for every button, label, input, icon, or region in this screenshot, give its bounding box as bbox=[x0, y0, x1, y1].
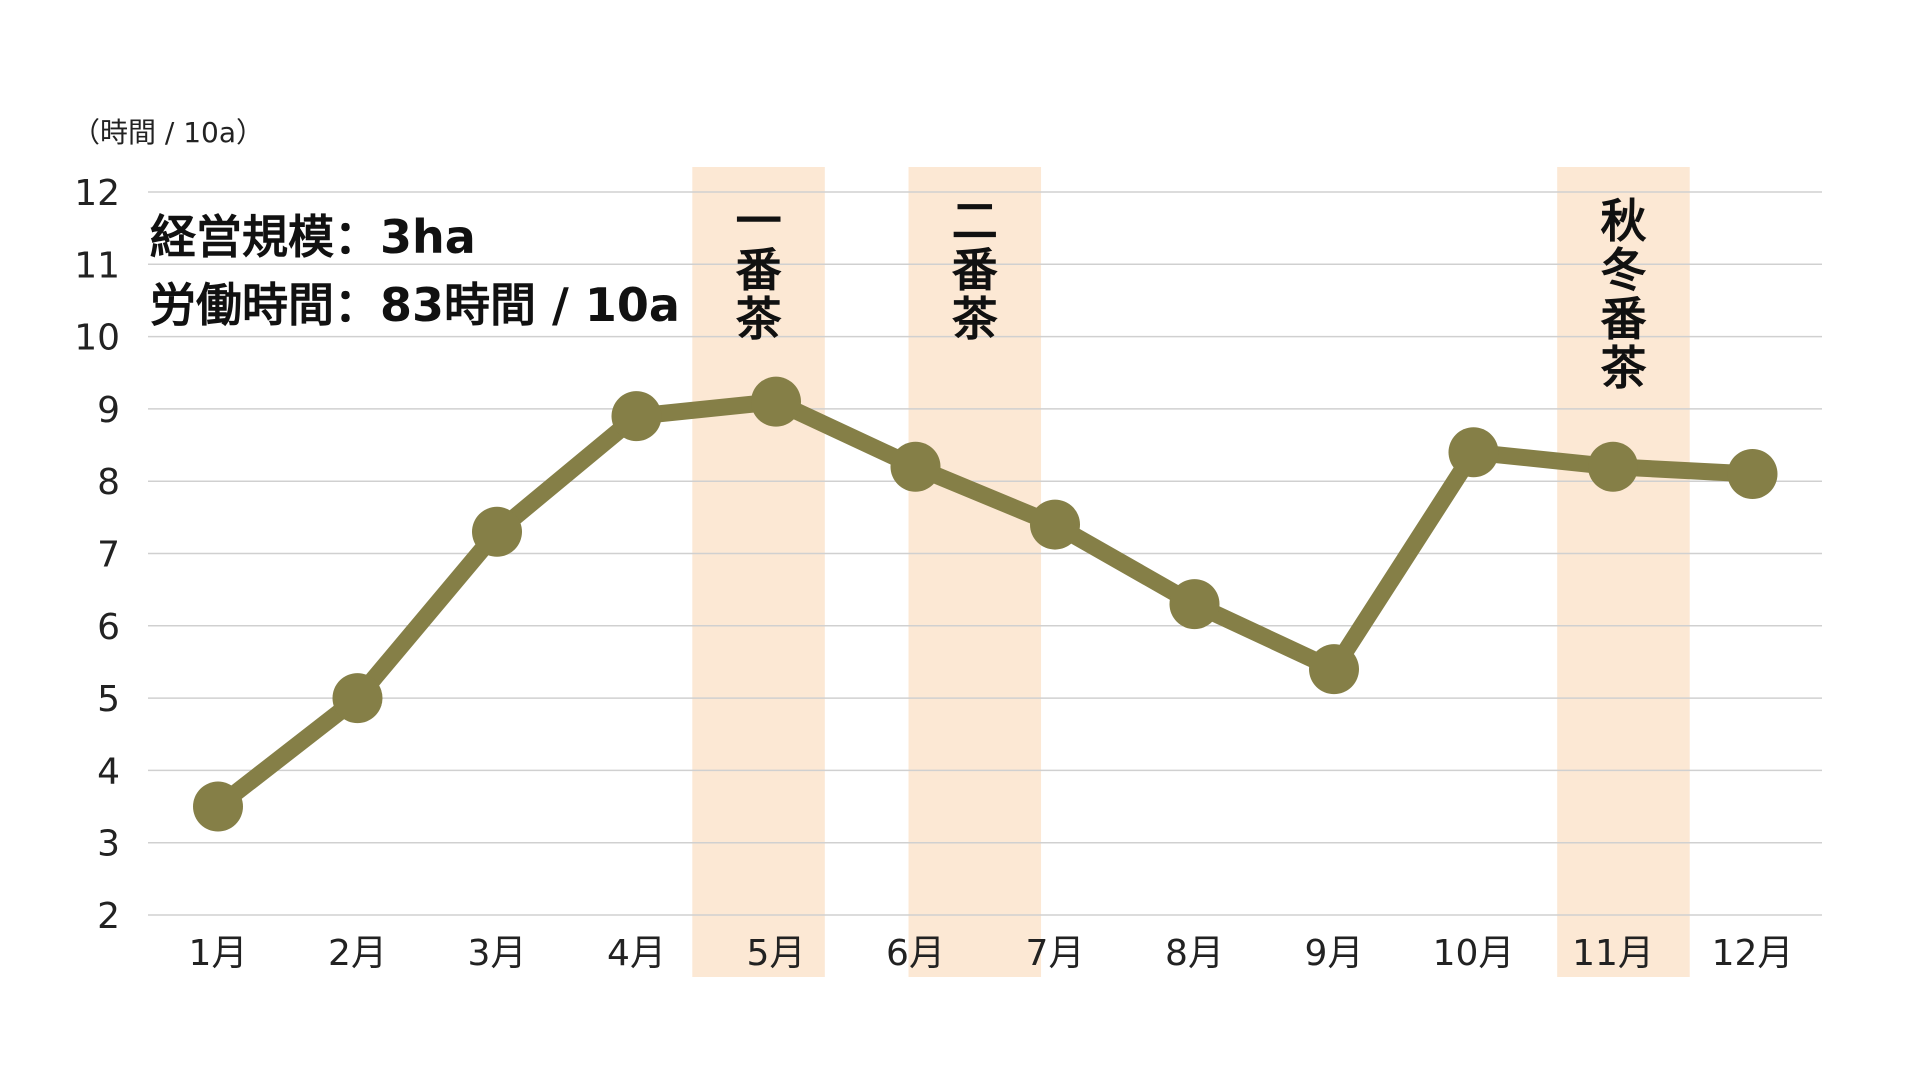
x-tick-label: 4月 bbox=[607, 933, 666, 974]
y-tick-label: 5 bbox=[97, 679, 120, 720]
y-tick-label: 12 bbox=[74, 173, 120, 214]
data-point bbox=[193, 781, 243, 832]
y-tick-label: 8 bbox=[97, 462, 120, 503]
x-axis-ticks: 1月 2月 3月 4月 5月 6月 7月 8月 9月 10月 11月 12月 bbox=[189, 933, 1794, 974]
y-tick-label: 9 bbox=[97, 390, 120, 431]
data-point bbox=[1588, 441, 1638, 492]
x-tick-label: 2月 bbox=[328, 933, 387, 974]
y-tick-label: 11 bbox=[74, 245, 120, 286]
farm-scale-label: 経営規模：3ha bbox=[150, 210, 476, 264]
x-tick-label: 10月 bbox=[1433, 933, 1515, 974]
data-point bbox=[751, 376, 801, 427]
data-point bbox=[611, 391, 662, 442]
season-label-3: 秋冬番茶 bbox=[1600, 194, 1647, 395]
x-tick-label: 7月 bbox=[1026, 933, 1085, 974]
x-tick-label: 12月 bbox=[1712, 933, 1794, 974]
data-point bbox=[1030, 499, 1080, 550]
data-point bbox=[332, 673, 383, 724]
y-tick-label: 10 bbox=[74, 318, 120, 359]
gridlines bbox=[148, 191, 1822, 916]
y-tick-label: 4 bbox=[97, 751, 120, 792]
y-axis-ticks: 2 3 4 5 6 7 8 9 10 11 12 bbox=[74, 173, 120, 937]
season-label-2: 二番茶 bbox=[952, 194, 999, 346]
data-point bbox=[1448, 427, 1499, 478]
x-tick-label: 6月 bbox=[886, 933, 945, 974]
x-tick-label: 3月 bbox=[468, 933, 527, 974]
x-tick-label: 1月 bbox=[189, 933, 248, 974]
y-tick-label: 7 bbox=[97, 535, 120, 576]
x-tick-label: 9月 bbox=[1305, 933, 1364, 974]
labor-time-label: 労働時間：83時間 / 10a bbox=[150, 278, 680, 332]
data-point bbox=[1309, 644, 1359, 695]
data-point bbox=[890, 441, 941, 492]
x-tick-label: 5月 bbox=[747, 933, 806, 974]
data-point bbox=[472, 506, 522, 557]
season-labels: 一番茶 二番茶 秋冬番茶 bbox=[736, 194, 1648, 395]
y-axis-unit-label: （時間 / 10a） bbox=[72, 116, 264, 149]
x-tick-label: 11月 bbox=[1572, 933, 1654, 974]
series-points bbox=[193, 376, 1778, 832]
data-point bbox=[1727, 448, 1778, 499]
y-tick-label: 6 bbox=[97, 607, 120, 648]
y-tick-label: 3 bbox=[97, 824, 120, 865]
season-label-1: 一番茶 bbox=[736, 194, 783, 346]
data-point bbox=[1169, 579, 1220, 630]
y-tick-label: 2 bbox=[97, 896, 120, 937]
season-bands bbox=[692, 167, 1690, 977]
x-tick-label: 8月 bbox=[1165, 933, 1224, 974]
